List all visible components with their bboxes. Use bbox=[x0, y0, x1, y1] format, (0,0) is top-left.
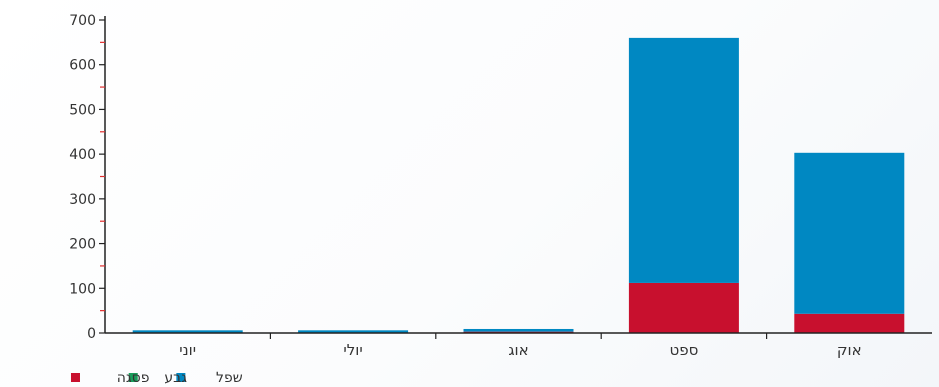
legend: שפל גבע פסגה bbox=[70, 370, 243, 386]
legend-label: גבע bbox=[164, 370, 187, 386]
x-axis bbox=[105, 332, 932, 339]
y-axis: 0 100 200 300 400 500 600 700 bbox=[69, 13, 106, 342]
legend-swatch bbox=[128, 373, 138, 382]
y-tick-label: 200 bbox=[69, 237, 96, 253]
legend-swatch bbox=[70, 373, 80, 382]
x-tick-label: יוני bbox=[179, 341, 196, 359]
bar-segment bbox=[298, 330, 409, 333]
bar-segment bbox=[132, 330, 243, 333]
x-tick-label: ספט bbox=[669, 341, 698, 359]
y-tick-label: 600 bbox=[69, 58, 96, 74]
bar-segment bbox=[463, 328, 574, 332]
y-tick-label: 300 bbox=[69, 192, 96, 208]
y-tick-label: 400 bbox=[69, 147, 96, 163]
bars-group bbox=[132, 37, 905, 333]
bar-segment bbox=[628, 282, 739, 333]
legend-swatch bbox=[176, 373, 186, 382]
x-tick-label: אוג bbox=[508, 341, 528, 359]
y-tick-label: 500 bbox=[69, 102, 96, 118]
x-tick-label: יולי bbox=[343, 341, 362, 359]
y-tick-label: 100 bbox=[69, 281, 96, 297]
legend-label: פסגה bbox=[117, 370, 150, 386]
x-tick-label: אוק bbox=[837, 341, 862, 359]
y-tick-label: 0 bbox=[87, 326, 96, 342]
legend-label: שפל bbox=[216, 370, 243, 386]
bar-segment bbox=[628, 37, 739, 283]
x-tick-labels: יוני יולי אוג ספט אוק bbox=[179, 341, 861, 359]
bar-segment bbox=[794, 152, 905, 314]
y-tick-label: 700 bbox=[69, 13, 96, 29]
bar-segment bbox=[794, 313, 905, 333]
